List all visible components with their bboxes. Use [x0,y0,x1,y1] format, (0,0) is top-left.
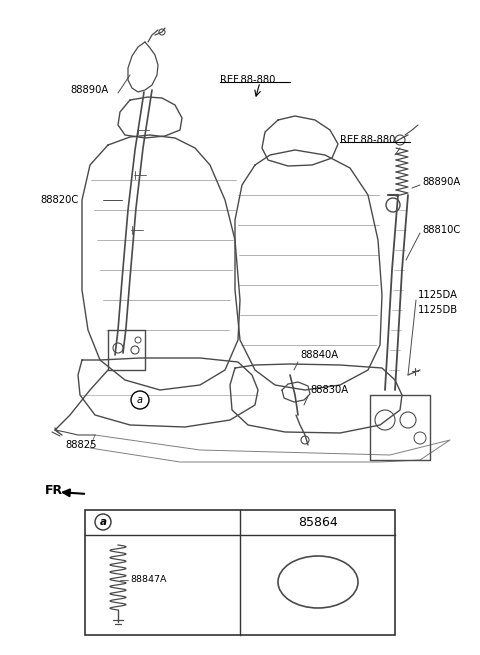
Text: 88820C: 88820C [40,195,78,205]
Text: 85864: 85864 [298,515,338,529]
Text: 88840A: 88840A [300,350,338,360]
Circle shape [131,391,149,409]
Text: 88890A: 88890A [70,85,108,95]
Text: FR.: FR. [45,483,68,496]
Text: REF.88-880: REF.88-880 [340,135,396,145]
Text: 88825: 88825 [65,440,96,450]
Text: 1125DA: 1125DA [418,290,458,300]
Text: 88890A: 88890A [422,177,460,187]
Text: 88830A: 88830A [310,385,348,395]
Text: 88847A: 88847A [130,576,167,584]
Text: 88810C: 88810C [422,225,460,235]
Text: 1125DB: 1125DB [418,305,458,315]
Text: a: a [137,395,143,405]
Text: REF.88-880: REF.88-880 [220,75,276,85]
Circle shape [95,514,111,530]
Bar [85,510,395,635]
Text: a: a [99,517,107,527]
